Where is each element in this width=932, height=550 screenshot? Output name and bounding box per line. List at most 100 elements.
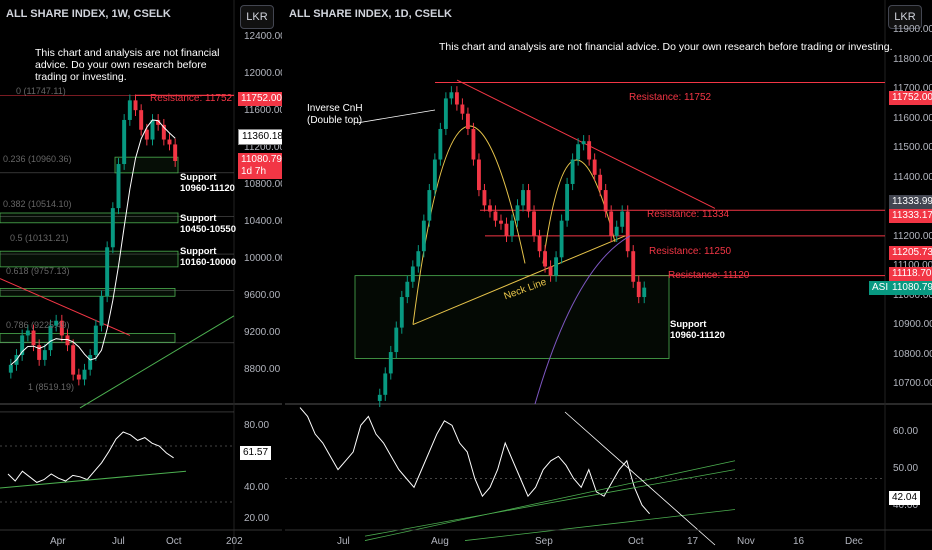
- price-tick: 12000.00: [244, 68, 282, 79]
- rsi-line: [7, 431, 174, 483]
- price-tick: 11700.00: [893, 83, 932, 94]
- candle-body: [110, 208, 115, 248]
- candle-body: [167, 139, 172, 145]
- candle-body: [565, 183, 570, 221]
- time-tick: Nov: [737, 536, 755, 547]
- candle-body: [609, 211, 614, 236]
- price-tick: 11200.00: [244, 142, 282, 153]
- rsi-trendline: [0, 470, 187, 489]
- chart-title: ALL SHARE INDEX, 1W, CSELK: [6, 8, 171, 20]
- r4-price-tag: 11118.70: [889, 267, 932, 281]
- candle-body: [499, 220, 503, 224]
- time-tick: 16: [793, 536, 805, 547]
- candle-body: [65, 335, 70, 346]
- weekly-chart-pane[interactable]: ALL SHARE INDEX, 1W, CSELK LKR This char…: [0, 0, 282, 550]
- candle-body: [521, 190, 525, 206]
- rsi-trendline-1: [364, 469, 736, 537]
- candle-body: [99, 296, 104, 326]
- candle-body: [37, 345, 42, 360]
- time-tick: Jul: [337, 536, 350, 547]
- candle-body: [471, 128, 476, 160]
- candle-body: [449, 92, 454, 99]
- r2-price-tag: 11333.99: [889, 195, 932, 209]
- weekly-chart-canvas: [0, 0, 282, 550]
- time-tick: 202: [226, 536, 243, 547]
- candle-body: [488, 205, 492, 212]
- support-zone: [114, 156, 179, 174]
- pattern-label: Inverse CnH (Double top): [307, 103, 363, 126]
- candle-body: [432, 159, 437, 191]
- time-tick: Apr: [50, 536, 66, 547]
- price-tick: 10800.00: [893, 348, 932, 360]
- support-zone: [0, 288, 176, 297]
- countdown: 1d 7h: [241, 166, 267, 177]
- resistance-label: Resistance: 11752: [150, 93, 233, 104]
- price-tick: 12400.00: [244, 31, 282, 42]
- fib-label: 0.786 (9225.49): [6, 320, 70, 330]
- candle-body: [427, 190, 432, 221]
- currency-button[interactable]: LKR: [240, 5, 274, 29]
- moving-average-line: [10, 119, 176, 366]
- price-tick: 10800.00: [244, 179, 282, 190]
- candle-body: [377, 394, 382, 401]
- resistance-label-1: Resistance: 11752: [629, 92, 712, 103]
- trendline-down: [0, 278, 131, 336]
- trendline-up: [79, 315, 235, 409]
- candle-body: [443, 98, 448, 129]
- candle-body: [454, 92, 459, 105]
- support-label: Support 10960-11120: [670, 319, 725, 341]
- price-tick: 11400.00: [893, 171, 932, 183]
- candle-body: [438, 128, 443, 160]
- rsi-trendline-3: [464, 509, 736, 541]
- candle-body: [581, 141, 586, 145]
- candle-body: [603, 190, 608, 212]
- fib-label: 1 (8519.19): [28, 382, 75, 392]
- neck-line: [412, 235, 626, 326]
- candle-body: [82, 369, 87, 380]
- candle-body: [625, 211, 630, 252]
- price-tick: 11100.00: [893, 260, 932, 271]
- candle-body: [150, 119, 155, 140]
- candle-body: [410, 266, 415, 282]
- candle-body: [31, 330, 36, 346]
- candle-body: [116, 164, 121, 209]
- candle-body: [642, 287, 647, 298]
- candle-body: [576, 144, 581, 160]
- candle-body: [416, 251, 421, 267]
- resistance-label-4: Resistance: 11120: [668, 270, 750, 281]
- support-zone: [0, 212, 179, 224]
- time-tick: Jul: [112, 536, 125, 547]
- candle-body: [570, 159, 575, 184]
- support-label-1: Support 10960-11120: [180, 172, 235, 194]
- candle-body: [460, 104, 465, 114]
- resistance-label-3: Resistance: 11250: [649, 246, 732, 257]
- price-tick: 11600.00: [244, 105, 282, 116]
- time-tick: Dec: [845, 536, 863, 547]
- fib-label: 0.382 (10514.10): [3, 199, 72, 209]
- candle-body: [173, 144, 178, 162]
- price-tick: 11500.00: [893, 142, 932, 153]
- candle-body: [504, 223, 509, 236]
- rsi-value-tag: 42.04: [889, 491, 921, 505]
- price-tick: 10400.00: [244, 216, 282, 227]
- resistance-label-2: Resistance: 11334: [647, 209, 730, 220]
- candle-body: [548, 266, 553, 276]
- moving-average-line: [534, 235, 631, 405]
- rsi-line: [299, 407, 650, 515]
- cup-arc-2: [542, 159, 616, 264]
- candle-body: [537, 235, 542, 252]
- daily-chart-pane[interactable]: ALL SHARE INDEX, 1D, CSELK LKR This char…: [285, 0, 932, 550]
- candle-body: [42, 350, 47, 360]
- fib-label: 0.618 (9757.13): [6, 266, 70, 276]
- r2b-price-tag: 11333.17: [889, 209, 932, 223]
- price-tick: 9200.00: [244, 327, 281, 338]
- price-tick: 10900.00: [893, 319, 932, 330]
- candle-body: [388, 352, 393, 374]
- currency-button[interactable]: LKR: [888, 5, 922, 29]
- candle-body: [122, 119, 127, 165]
- rsi-tick: 60.00: [893, 426, 919, 437]
- candle-body: [510, 220, 514, 236]
- candle-body: [614, 226, 619, 236]
- price-tick: 8800.00: [244, 364, 281, 375]
- fib-label: 0 (11747.11): [16, 86, 66, 96]
